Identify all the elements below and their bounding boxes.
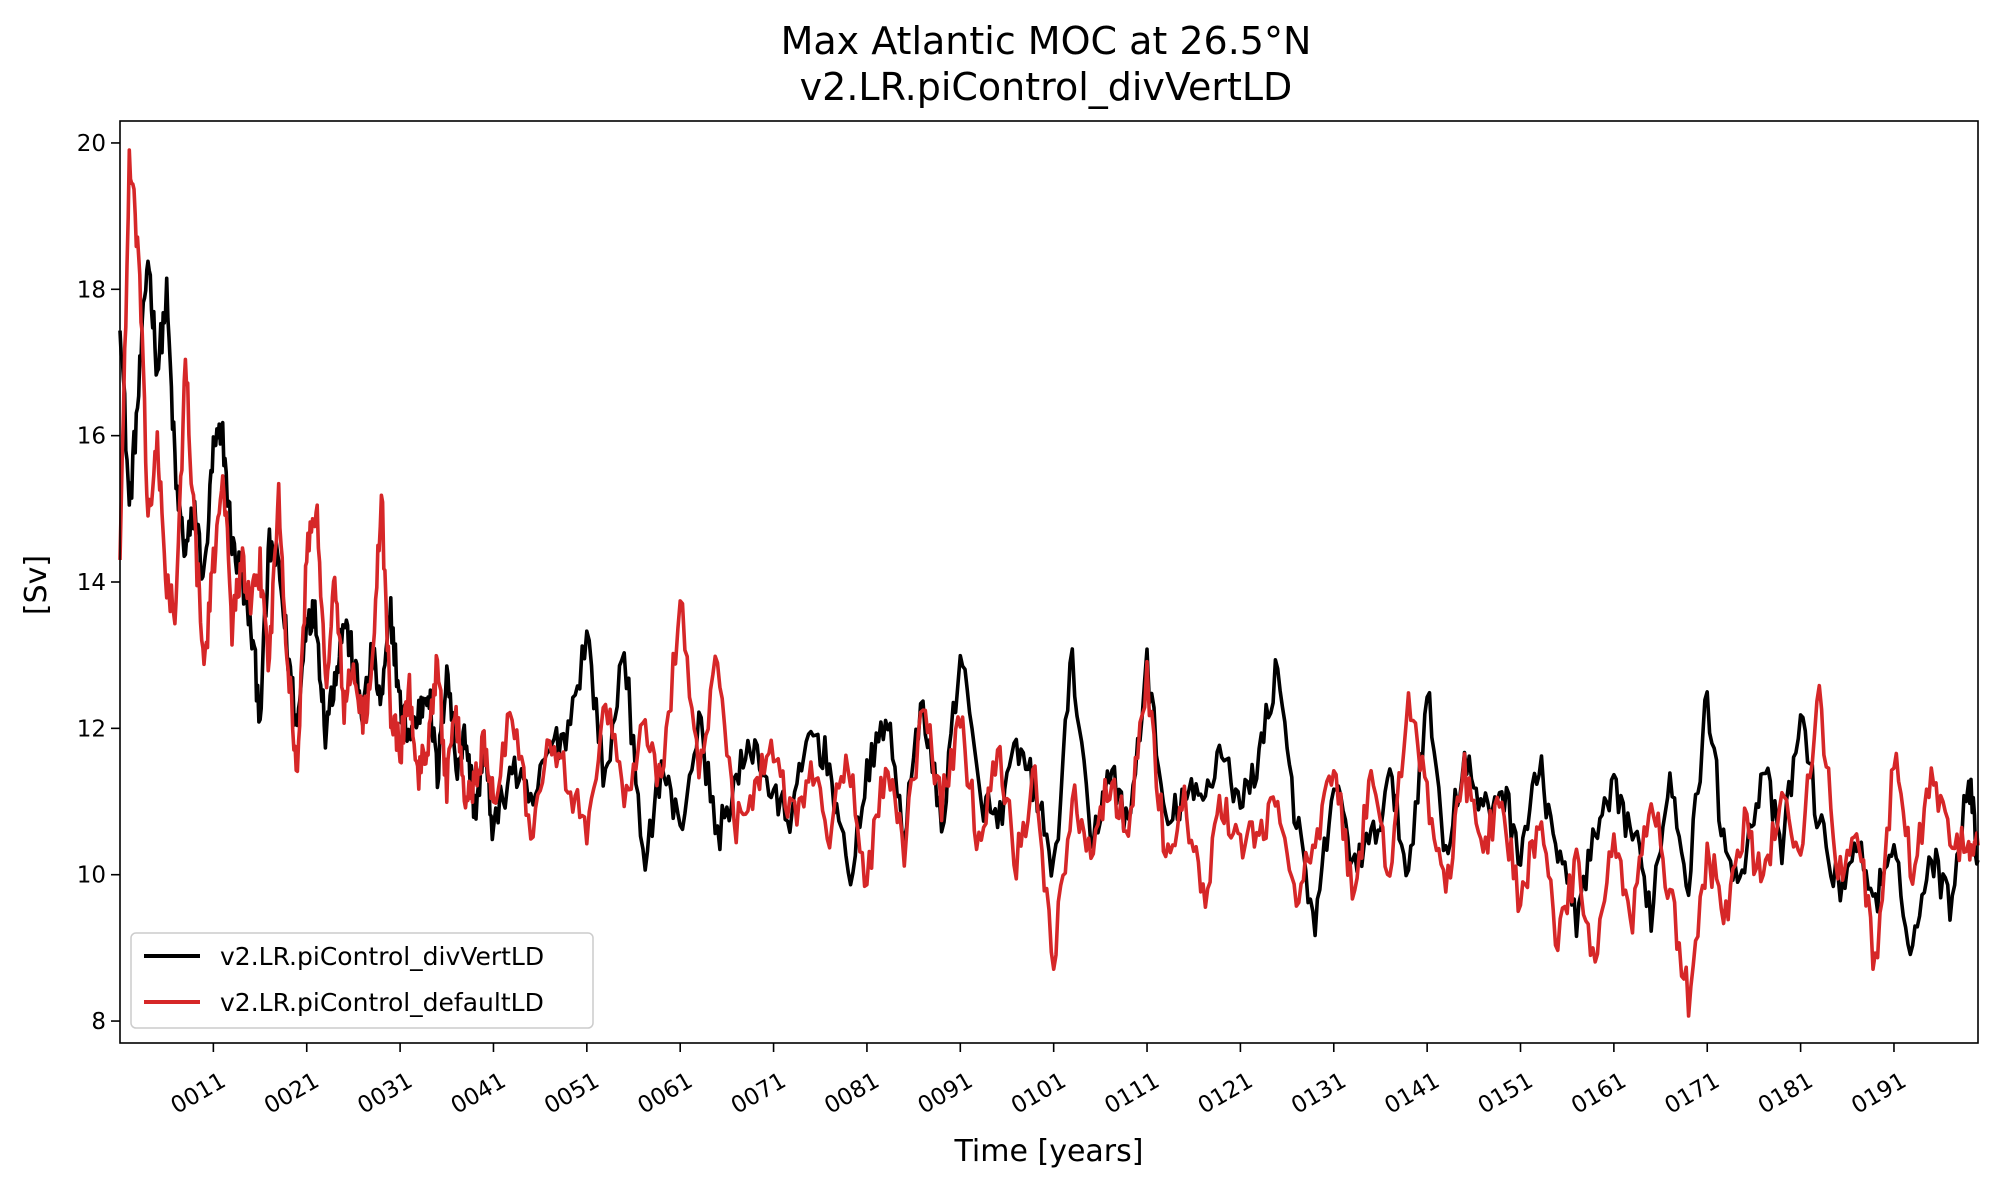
y-axis-ticks: 8 10 12 14 16 18 20 [77, 131, 120, 1035]
y-tick-label: 14 [77, 570, 106, 596]
x-axis-label: Time [years] [954, 1134, 1144, 1169]
legend: v2.LR.piControl_divVertLD v2.LR.piContro… [130, 932, 594, 1029]
chart-subtitle: v2.LR.piControl_divVertLD [800, 65, 1293, 109]
plot-lines [118, 148, 1980, 1018]
plot-frame [119, 120, 1979, 1044]
legend-box [130, 932, 594, 1029]
y-tick-label: 16 [77, 424, 106, 450]
legend-label-defaultld: v2.LR.piControl_defaultLD [220, 988, 544, 1017]
series-line-divvertld [118, 259, 1980, 957]
legend-label-divvertld: v2.LR.piControl_divVertLD [220, 942, 544, 971]
y-tick-label: 18 [77, 277, 106, 303]
y-tick-label: 12 [77, 716, 106, 742]
y-tick-label: 20 [77, 131, 106, 157]
y-axis-label: [Sv] [19, 555, 54, 615]
y-tick-label: 10 [77, 863, 106, 889]
series-line-defaultld [118, 148, 1980, 1018]
chart-title: Max Atlantic MOC at 26.5°N [781, 19, 1312, 63]
y-tick-label: 8 [91, 1009, 106, 1035]
